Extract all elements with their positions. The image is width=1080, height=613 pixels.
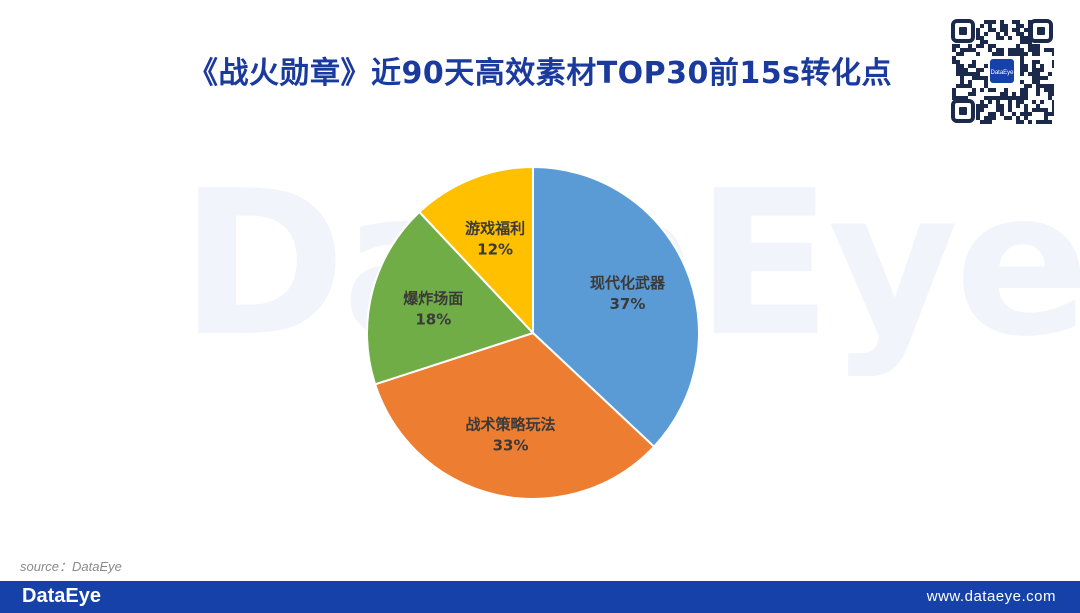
footer-logo: DataEye (22, 585, 101, 607)
pie-slice-2 (366, 210, 535, 386)
pie-slice-3 (417, 165, 534, 336)
slice-label-0: 现代化武器 (590, 274, 666, 292)
source-note: source：DataEye (20, 559, 122, 574)
slice-value-2: 18% (415, 310, 451, 328)
qr-center-logo: DataEye (990, 70, 1014, 76)
chart-title: 《战火勋章》近90天高效素材TOP30前15s转化点 (187, 56, 893, 91)
pie-chart: 现代化武器 37% 战术策略玩法 33% 爆炸场面 18% 游戏福利 12% (300, 150, 780, 530)
qr-code-image: DataEye (950, 18, 1056, 124)
qr-code: DataEye (950, 18, 1056, 124)
pie-slice-1 (373, 331, 656, 500)
slice-value-1: 33% (493, 436, 529, 454)
footer-url-link[interactable]: www.dataeye.com (926, 588, 1056, 605)
pie-chart-svg: 现代化武器 37% 战术策略玩法 33% 爆炸场面 18% 游戏福利 12% (366, 165, 700, 500)
slice-label-3: 游戏福利 (465, 219, 525, 237)
slice-value-3: 12% (477, 240, 513, 258)
slice-label-1: 战术策略玩法 (466, 415, 556, 433)
slice-label-2: 爆炸场面 (403, 289, 463, 307)
pie-slice-0 (532, 165, 700, 449)
slice-value-0: 37% (610, 295, 646, 313)
footer-bar: DataEye www.dataeye.com (0, 581, 1080, 613)
